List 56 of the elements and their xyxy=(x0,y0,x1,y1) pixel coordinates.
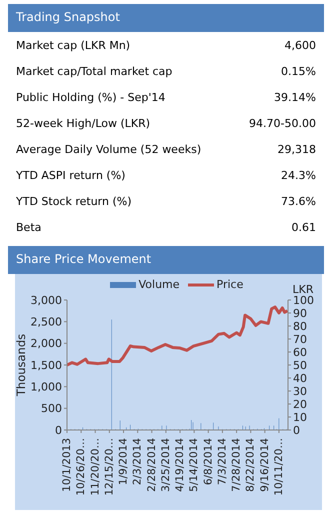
x-tick-label: 10/1/2013 xyxy=(61,438,73,492)
y-tick-label: 2,500 xyxy=(30,316,62,329)
legend-label: Price xyxy=(216,278,244,291)
y2-tick-label: 100 xyxy=(293,294,314,307)
y2-tick-label: 60 xyxy=(293,346,307,359)
y2-axis-title: LKR xyxy=(292,283,314,296)
y2-tick-label: 10 xyxy=(293,410,307,424)
x-tick-label: 3/25/2014 xyxy=(160,438,172,492)
text: YTD Stock return (%) xyxy=(16,194,132,208)
legend-label: Volume xyxy=(138,278,180,291)
x-tick-label: 7/28/2014 xyxy=(230,438,243,492)
y-tick-label: 1,500 xyxy=(30,358,62,372)
y2-tick-label: 30 xyxy=(293,384,307,398)
text: Beta xyxy=(16,220,42,234)
x-tick-label: 12/15/20… xyxy=(103,438,116,496)
text: 73.6% xyxy=(281,194,316,208)
x-tick-label: 5/14/2014 xyxy=(188,438,200,492)
x-tick-label: 11/20/20… xyxy=(89,438,102,496)
text: Market cap (LKR Mn) xyxy=(16,38,130,52)
y2-tick-label: 50 xyxy=(293,358,307,372)
chart-title: Share Price Movement xyxy=(8,246,324,274)
y-tick-label: 1,000 xyxy=(30,380,62,394)
x-tick-label: 7/3/2014 xyxy=(216,438,228,486)
y-tick-label: 0 xyxy=(55,424,62,437)
text: 4,600 xyxy=(284,38,316,52)
x-tick-label: 6/8/2014 xyxy=(202,438,214,486)
x-tick-label: 2/28/2014 xyxy=(146,438,158,492)
y2-tick-label: 20 xyxy=(293,398,307,411)
text: 94.70-50.00 xyxy=(249,116,316,130)
x-tick-label: 9/16/2014 xyxy=(258,438,271,492)
y2-tick-label: 70 xyxy=(293,332,307,346)
y2-tick-label: 90 xyxy=(293,306,307,320)
x-tick-label: 4/19/2014 xyxy=(174,438,186,492)
x-tick-label: 10/26/20… xyxy=(75,438,88,496)
text: Market cap/Total market cap xyxy=(16,64,172,78)
y-tick-label: 2,000 xyxy=(30,337,62,350)
text: 0.15% xyxy=(281,64,316,78)
x-tick-label: 8/22/2014 xyxy=(244,438,257,492)
x-tick-label: 2/3/2014 xyxy=(132,438,144,486)
text: 52-week High/Low (LKR) xyxy=(16,116,150,130)
x-tick-label: 1/9/2014 xyxy=(118,438,130,486)
y-axis-title: Thousands xyxy=(14,334,28,398)
text: 0.61 xyxy=(292,220,316,234)
text: Trading Snapshot xyxy=(8,4,324,32)
text: 39.14% xyxy=(274,90,316,104)
x-tick-label: 10/11/20… xyxy=(272,438,285,496)
text: YTD ASPI return (%) xyxy=(16,168,126,182)
y2-tick-label: 0 xyxy=(293,424,300,437)
y-tick-label: 3,000 xyxy=(30,294,62,307)
y2-tick-label: 80 xyxy=(293,320,307,333)
text: 24.3% xyxy=(281,168,316,182)
text: Average Daily Volume (52 weeks) xyxy=(16,142,202,156)
y2-tick-label: 40 xyxy=(293,372,307,385)
text: 29,318 xyxy=(278,142,316,156)
y-tick-label: 500 xyxy=(41,402,62,416)
text: Public Holding (%) - Sep'14 xyxy=(16,90,166,104)
